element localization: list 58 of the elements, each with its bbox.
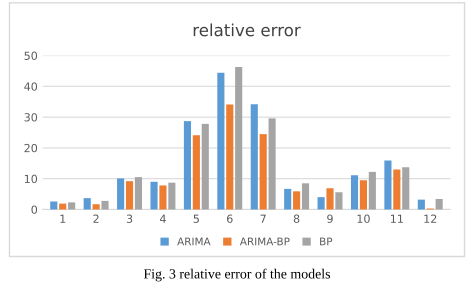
bar <box>217 72 224 210</box>
x-tick-label: 2 <box>93 214 99 223</box>
x-tick-label: 1 <box>60 214 66 223</box>
x-tick-label: 11 <box>390 214 403 223</box>
bar <box>68 202 76 210</box>
bar <box>268 118 276 210</box>
x-tick-label: 5 <box>194 214 199 223</box>
bar <box>226 104 234 210</box>
bar <box>318 197 325 210</box>
bar <box>368 172 376 210</box>
y-tick-label: 10 <box>24 174 38 184</box>
bar <box>126 181 134 210</box>
chart-title: relative error <box>194 23 301 36</box>
y-tick-label: 0 <box>31 205 38 214</box>
bar <box>150 182 158 210</box>
y-tick-label: 20 <box>24 144 38 152</box>
bar <box>117 178 124 210</box>
y-tick-label: 30 <box>24 113 38 122</box>
bar <box>384 160 392 210</box>
bar <box>202 124 209 210</box>
bar <box>418 200 425 210</box>
x-tick-label: 4 <box>160 214 166 223</box>
bar <box>250 104 258 210</box>
bar <box>360 180 367 210</box>
bar <box>168 182 176 210</box>
bar <box>335 192 342 210</box>
bar <box>101 200 109 210</box>
y-tick-label: 50 <box>24 52 38 60</box>
x-tick-label: 3 <box>126 214 132 223</box>
bar <box>350 175 358 210</box>
legend-label: ARIMA <box>177 238 211 246</box>
x-tick-label: 10 <box>358 214 370 223</box>
x-tick-label: 7 <box>260 214 266 223</box>
bar <box>192 135 200 210</box>
y-tick-label: 40 <box>24 82 38 91</box>
bar <box>134 177 142 210</box>
bar <box>92 204 100 210</box>
bar <box>284 188 292 210</box>
bar <box>260 134 267 210</box>
bar <box>293 191 300 210</box>
bar <box>50 201 58 210</box>
bar <box>436 199 443 210</box>
bar <box>235 66 242 210</box>
bar <box>393 169 400 210</box>
x-tick-label: 6 <box>227 214 233 223</box>
legend-label: ARIMA-BP <box>240 238 290 246</box>
x-tick-label: 12 <box>424 214 436 223</box>
bar <box>159 185 167 210</box>
bar <box>302 183 310 210</box>
x-tick-label: 8 <box>294 214 300 223</box>
bar <box>326 188 334 210</box>
caption: Fig. 3 relative error of the models <box>144 268 330 282</box>
legend-label: BP <box>320 238 332 246</box>
x-tick-label: 9 <box>327 214 333 223</box>
bar <box>402 167 410 210</box>
bar <box>184 121 192 210</box>
bar <box>84 198 91 210</box>
bar <box>59 204 66 210</box>
